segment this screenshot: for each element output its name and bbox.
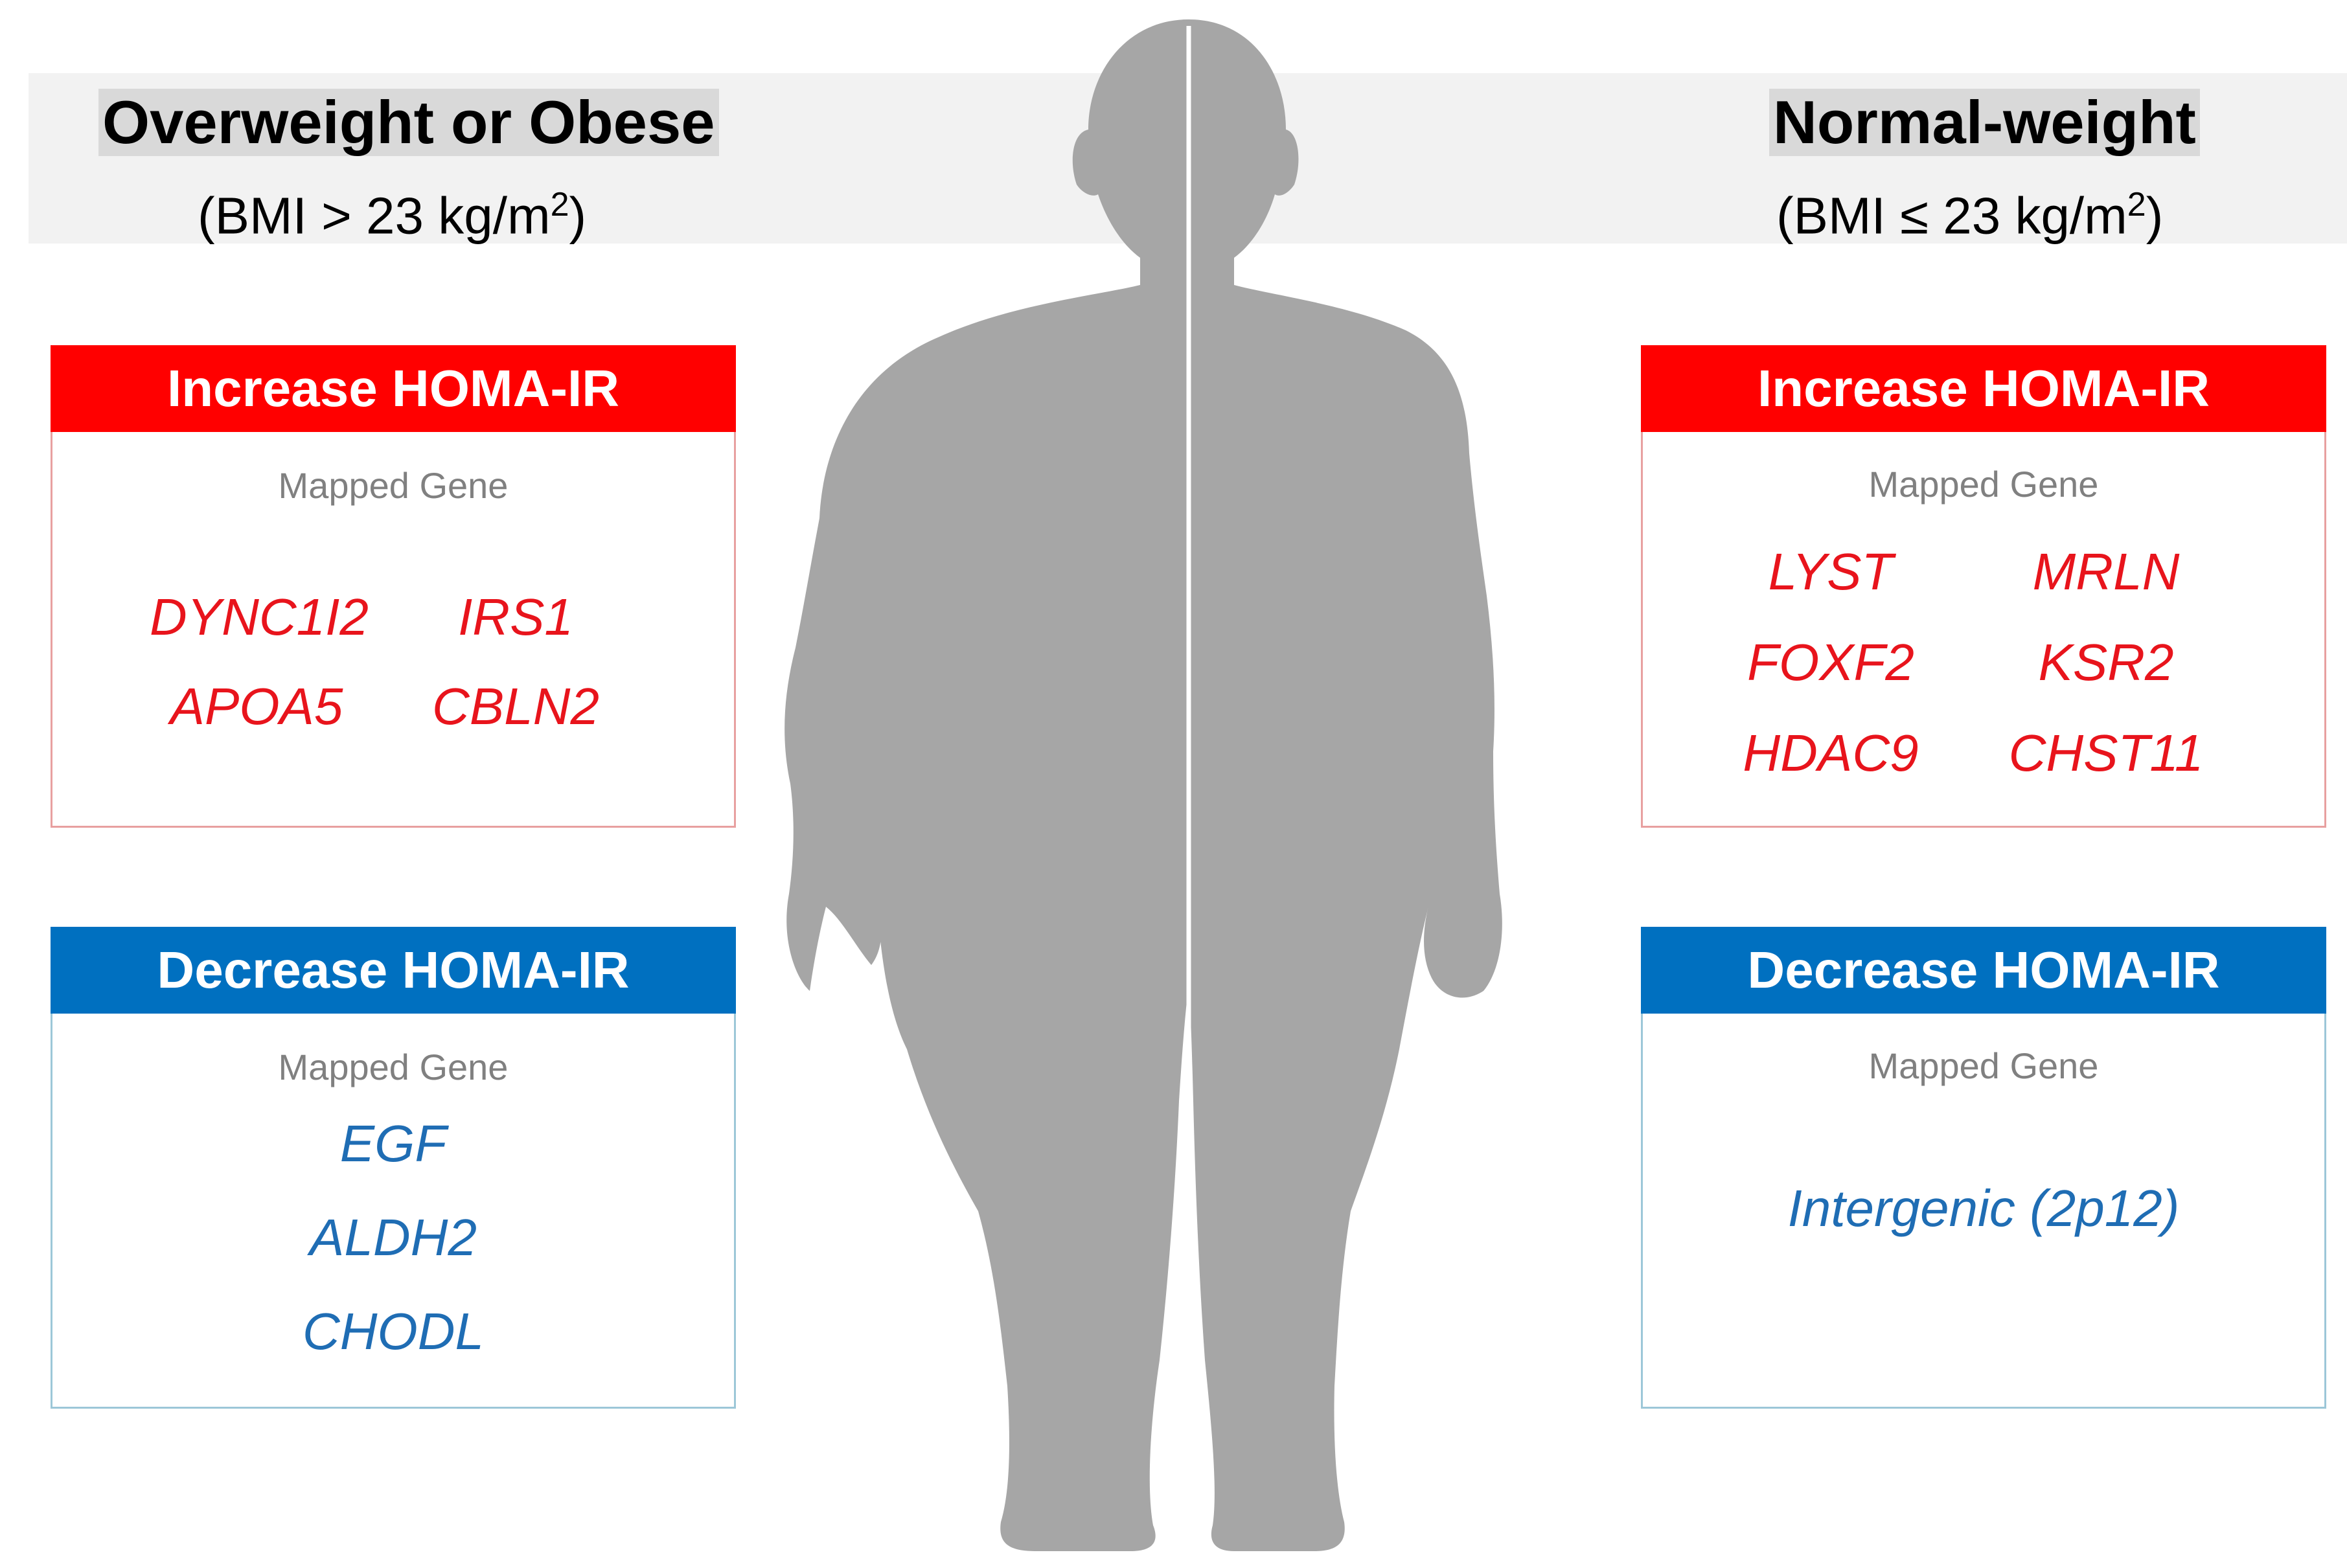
panel-right-decrease: Mapped Gene Intergenic (2p12) — [1641, 1014, 2326, 1409]
gene-chodl: CHODL — [302, 1302, 485, 1360]
mapped-gene-label: Mapped Gene — [1868, 1045, 2099, 1086]
panel-left-decrease: Mapped Gene EGF ALDH2 CHODL — [51, 1014, 736, 1409]
gene-hdac9: HDAC9 — [1743, 724, 1919, 782]
panel-header-right-increase: Increase HOMA-IR — [1641, 345, 2326, 432]
bmi-exponent: 2 — [550, 186, 569, 223]
panel-header-left-decrease: Decrease HOMA-IR — [51, 927, 736, 1014]
mapped-gene-label: Mapped Gene — [1868, 464, 2099, 505]
gene-intergenic-2p12: Intergenic (2p12) — [1787, 1179, 2180, 1237]
panel-header-right-decrease: Decrease HOMA-IR — [1641, 927, 2326, 1014]
gene-irs1: IRS1 — [458, 588, 573, 646]
bmi-text: (BMI ≤ 23 kg/m — [1776, 187, 2127, 245]
gene-aldh2: ALDH2 — [310, 1209, 477, 1266]
group-title-normal: Normal-weight — [1769, 89, 2200, 156]
mapped-gene-label: Mapped Gene — [278, 465, 509, 506]
panel-header-left-increase: Increase HOMA-IR — [51, 345, 736, 432]
group-bmi-normal: (BMI ≤ 23 kg/m2) — [1776, 175, 2163, 246]
panel-right-increase: Mapped Gene LYST MRLN FOXF2 KSR2 HDAC9 C… — [1641, 432, 2326, 828]
bmi-exponent: 2 — [2127, 186, 2146, 223]
gene-cbln2: CBLN2 — [432, 677, 599, 735]
gene-apoa5: APOA5 — [170, 677, 343, 735]
bmi-close: ) — [569, 187, 587, 245]
gene-mrln: MRLN — [2032, 543, 2180, 600]
panel-left-increase: Mapped Gene DYNC1I2 IRS1 APOA5 CBLN2 — [51, 432, 736, 828]
gene-chst11: CHST11 — [2008, 724, 2204, 782]
gene-lyst: LYST — [1768, 543, 1894, 600]
mapped-gene-label: Mapped Gene — [278, 1047, 509, 1087]
bmi-text: (BMI > 23 kg/m — [198, 187, 551, 245]
gene-foxf2: FOXF2 — [1747, 633, 1914, 691]
group-title-overweight: Overweight or Obese — [98, 89, 719, 156]
gene-ksr2: KSR2 — [2038, 633, 2174, 691]
bmi-close: ) — [2146, 187, 2164, 245]
group-bmi-overweight: (BMI > 23 kg/m2) — [198, 175, 586, 246]
gene-dync1i2: DYNC1I2 — [150, 588, 369, 646]
gene-egf: EGF — [339, 1115, 447, 1172]
